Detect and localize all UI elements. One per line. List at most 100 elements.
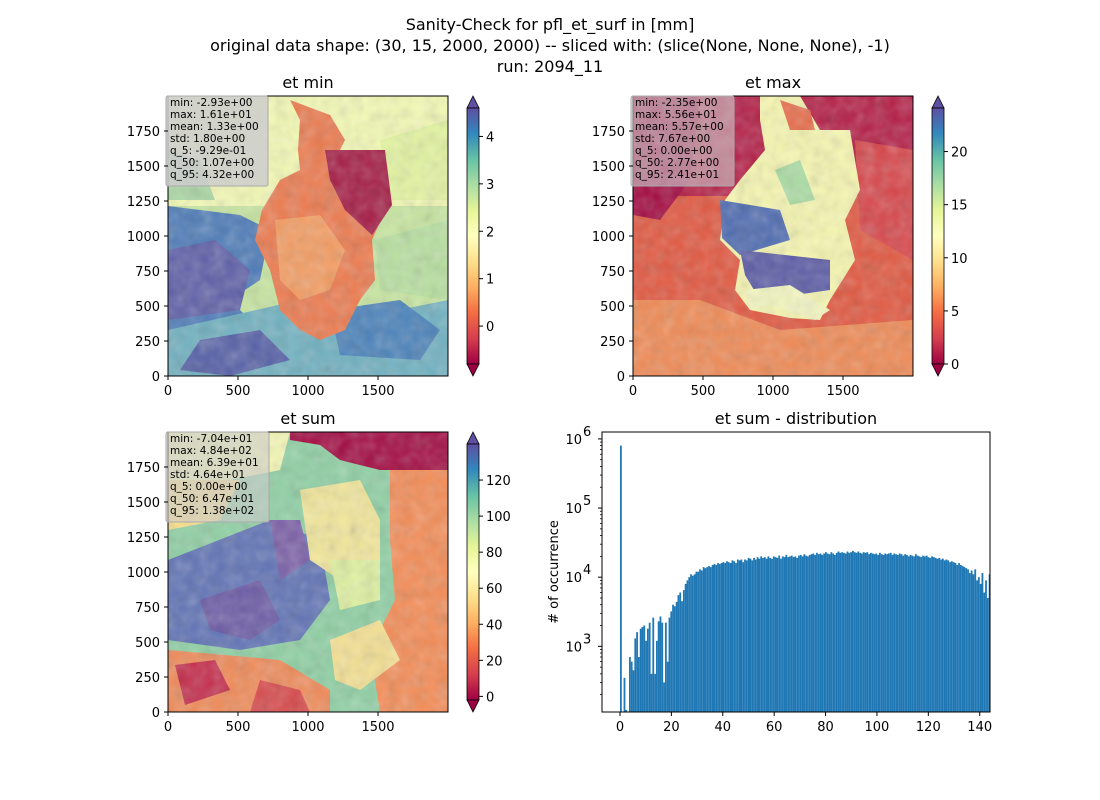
histogram-bar xyxy=(963,567,966,712)
colorbar-tick-label: 20 xyxy=(486,654,503,669)
histogram-bar xyxy=(950,561,953,712)
colorbar: 0 5 10 15 20 xyxy=(931,95,968,377)
histogram-bar xyxy=(862,552,865,712)
stat-line: q_95: 4.32e+00 xyxy=(170,169,254,181)
stat-line: q_5: 0.00e+00 xyxy=(170,481,247,493)
histogram-bar xyxy=(751,560,754,712)
x-axis: 0 500 1000 1500 xyxy=(164,712,395,735)
stat-line: max: 5.56e+01 xyxy=(635,109,717,121)
histogram-bar xyxy=(918,556,921,712)
histogram-bar xyxy=(898,553,901,712)
stat-line: min: -2.35e+00 xyxy=(635,97,717,109)
x-tick-label: 80 xyxy=(817,720,834,735)
x-tick-label: 0 xyxy=(164,720,172,735)
y-tick-label: 1000 xyxy=(127,566,160,581)
x-tick-label: 60 xyxy=(766,720,783,735)
stat-line: q_95: 1.38e+02 xyxy=(170,505,254,517)
histogram-bar xyxy=(708,566,710,712)
histogram-bar xyxy=(736,559,739,712)
stat-line: q_95: 2.41e+01 xyxy=(635,169,719,181)
histogram-bar xyxy=(767,556,770,712)
stat-line: min: -2.93e+00 xyxy=(170,97,252,109)
histogram-bar xyxy=(646,628,649,712)
histogram-bar xyxy=(821,554,824,712)
stats-box: min: -2.93e+00 max: 1.61e+01 mean: 1.33e… xyxy=(165,95,269,187)
histogram-bar xyxy=(744,559,746,712)
suptitle-line-3: run: 2094_11 xyxy=(497,57,603,77)
y-tick-label: 1750 xyxy=(127,125,160,140)
histogram-bar xyxy=(850,552,853,712)
histogram-bar xyxy=(810,554,813,712)
x-tick-label: 1000 xyxy=(756,384,789,399)
panel-et-min: et min min: -2.93e+00 max: 1.61e+01 mean… xyxy=(127,73,494,399)
histogram-bar xyxy=(938,557,941,712)
stat-line: min: -7.04e+01 xyxy=(170,433,252,445)
colorbar-tick-label: 120 xyxy=(486,474,511,489)
histogram-bar xyxy=(934,557,937,712)
x-tick-label: 0 xyxy=(164,384,172,399)
colorbar-tick-label: 1 xyxy=(486,273,494,288)
colorbar: 0 1 2 3 4 xyxy=(466,95,494,377)
histogram-bar xyxy=(889,552,892,712)
histogram-bar xyxy=(783,557,786,712)
histogram-bar xyxy=(745,560,748,712)
histogram-bar xyxy=(756,557,759,712)
histogram-bar xyxy=(807,556,809,712)
histogram-bar xyxy=(792,557,795,712)
histogram-bar xyxy=(981,572,984,712)
histogram-bar xyxy=(749,558,752,712)
histogram-bar xyxy=(873,554,876,712)
histogram-bar xyxy=(699,569,701,712)
histogram-bar xyxy=(672,604,674,712)
y-axis: 0 250 500 750 1000 1250 1500 1750 xyxy=(127,125,168,385)
histogram-bar xyxy=(684,583,687,712)
x-tick-label: 1500 xyxy=(361,720,394,735)
histogram-bar xyxy=(985,580,987,712)
histogram-bar xyxy=(959,565,962,712)
x-tick-label: 1500 xyxy=(826,384,859,399)
y-axis-label: # of occurrence xyxy=(547,520,562,624)
histogram-bar xyxy=(887,553,890,712)
histogram-bar xyxy=(681,601,683,712)
y-tick-label: 250 xyxy=(135,671,160,686)
histogram-bar xyxy=(914,554,917,712)
colorbar: 0 20 40 60 80 100 120 xyxy=(466,431,511,713)
histogram-bar xyxy=(983,592,986,712)
histogram-bars xyxy=(619,445,991,712)
x-tick-label: 1000 xyxy=(291,720,324,735)
histogram-bar xyxy=(738,560,741,712)
histogram-bar xyxy=(839,552,842,712)
stat-line: max: 1.61e+01 xyxy=(170,109,252,121)
y-tick-label: 10 xyxy=(565,502,582,517)
y-tick-label: 250 xyxy=(600,335,625,350)
histogram-bar xyxy=(812,553,815,712)
y-tick-label: 0 xyxy=(617,370,625,385)
histogram-bar xyxy=(774,557,777,712)
histogram-bar xyxy=(693,574,696,712)
y-tick-label: 1500 xyxy=(127,496,160,511)
histogram-bar xyxy=(654,673,656,712)
histogram-bar xyxy=(952,562,955,712)
y-tick-label: 1500 xyxy=(127,160,160,175)
histogram-bar xyxy=(814,554,817,712)
histogram-bar xyxy=(790,555,793,712)
histogram-bar xyxy=(929,557,932,712)
y-tick-label: 250 xyxy=(135,335,160,350)
histogram-bar xyxy=(891,554,894,712)
histogram-bar xyxy=(661,622,664,712)
histogram-bar xyxy=(619,445,622,712)
histogram-bar xyxy=(884,553,887,712)
histogram-bar xyxy=(740,559,743,712)
histogram-bar xyxy=(843,552,845,712)
histogram-bar xyxy=(724,563,727,712)
histogram-bar xyxy=(875,553,878,712)
histogram-bar xyxy=(747,557,750,712)
histogram-bar xyxy=(632,670,635,712)
x-tick-label: 20 xyxy=(663,720,680,735)
histogram-bar xyxy=(636,632,638,712)
stat-line: mean: 1.33e+00 xyxy=(170,121,259,133)
histogram-bar xyxy=(634,638,637,712)
y-tick-label: 500 xyxy=(600,300,625,315)
histogram-bar xyxy=(932,557,935,712)
histogram-bar xyxy=(655,640,658,712)
